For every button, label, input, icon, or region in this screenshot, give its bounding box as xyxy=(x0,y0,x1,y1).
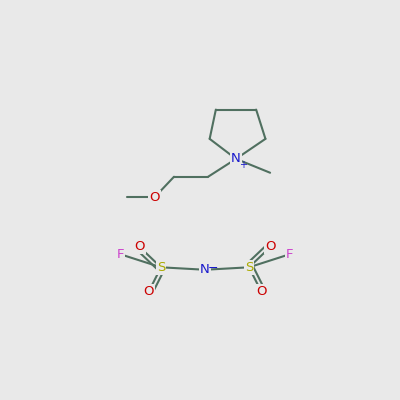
Text: −: − xyxy=(208,262,218,275)
Text: S: S xyxy=(245,261,253,274)
Text: N: N xyxy=(231,152,241,165)
Text: O: O xyxy=(266,240,276,253)
Text: O: O xyxy=(150,190,160,204)
Text: O: O xyxy=(256,286,267,298)
Text: O: O xyxy=(143,286,154,298)
Text: +: + xyxy=(239,160,247,170)
Text: F: F xyxy=(117,248,124,261)
Text: S: S xyxy=(157,261,165,274)
Text: O: O xyxy=(134,240,144,253)
Text: F: F xyxy=(286,248,293,261)
Text: N: N xyxy=(200,263,210,276)
